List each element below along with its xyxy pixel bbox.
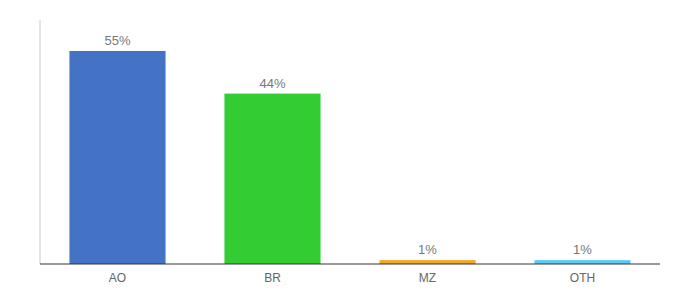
chart-container: AO BR MZ OTH 55% 44% 1% 1%: [0, 0, 680, 300]
data-labels: 55% 44% 1% 1%: [104, 33, 592, 257]
chart: AO BR MZ OTH 55% 44% 1% 1%: [0, 0, 680, 300]
bar: [224, 94, 320, 264]
bar: [69, 51, 165, 264]
data-label: 44%: [259, 76, 285, 91]
bar: [534, 260, 630, 264]
x-tick-label: BR: [264, 271, 281, 285]
y-axis-line: [40, 20, 41, 264]
data-label: 1%: [418, 242, 437, 257]
x-tick-labels: AO BR MZ OTH: [109, 271, 595, 285]
bar: [379, 260, 475, 264]
x-tick-label: MZ: [419, 271, 436, 285]
x-tick-label: OTH: [570, 271, 595, 285]
bars: [69, 51, 630, 264]
data-label: 55%: [104, 33, 130, 48]
data-label: 1%: [573, 242, 592, 257]
x-axis-line: [40, 264, 660, 265]
x-tick-label: AO: [109, 271, 126, 285]
